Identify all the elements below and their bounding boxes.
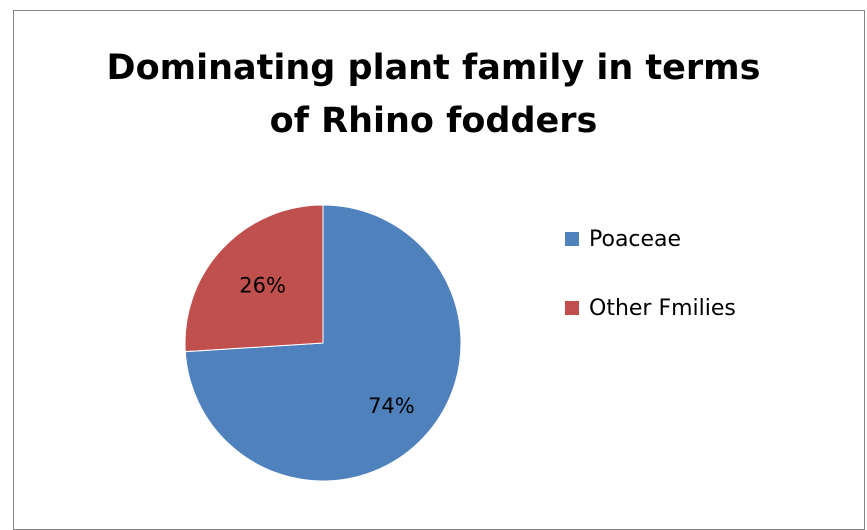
slice-label-other-families: 26% — [239, 273, 286, 297]
legend-label-poaceae: Poaceae — [589, 226, 682, 252]
chart-title: Dominating plant family in terms of Rhin… — [0, 42, 867, 148]
pie-slice-other-families — [184, 204, 324, 353]
legend-item-other-families: Other Fmilies — [565, 291, 736, 325]
legend: Poaceae Other Fmilies — [565, 222, 736, 360]
slice-label-poaceae: 74% — [368, 394, 415, 418]
legend-label-other-families: Other Fmilies — [589, 295, 736, 321]
legend-swatch-poaceae — [565, 232, 579, 246]
chart-title-line-1: Dominating plant family in terms — [106, 48, 761, 88]
legend-swatch-other-families — [565, 301, 579, 315]
chart-title-line-2: of Rhino fodders — [269, 101, 598, 141]
legend-item-poaceae: Poaceae — [565, 222, 736, 256]
